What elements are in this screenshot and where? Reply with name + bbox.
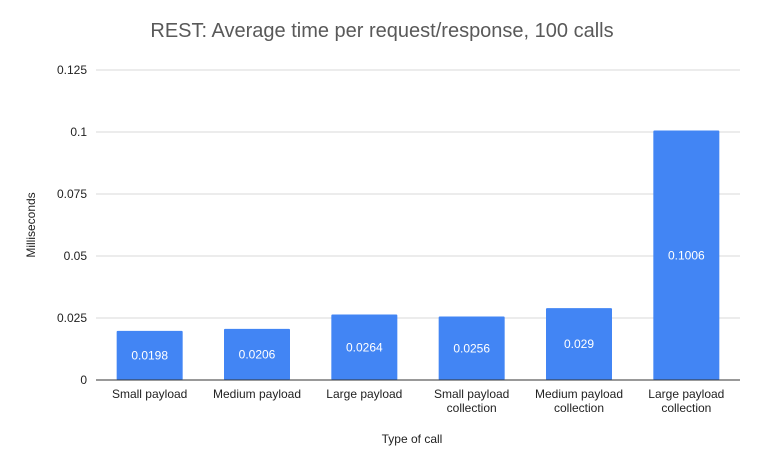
y-tick-label: 0.1 bbox=[70, 125, 87, 139]
x-tick-label: collection bbox=[447, 401, 497, 415]
bar bbox=[653, 130, 720, 380]
x-axis-category-labels: Small payload Medium payload Large payload… bbox=[112, 387, 724, 415]
data-label: 0.1006 bbox=[668, 248, 705, 262]
bar bbox=[224, 328, 290, 380]
y-tick-label: 0 bbox=[80, 373, 87, 387]
y-axis-ticks: 0 0.025 0.05 0.075 0.1 0.125 bbox=[57, 63, 87, 387]
x-tick-label: Medium payload bbox=[213, 387, 301, 401]
data-label: 0.029 bbox=[564, 337, 594, 351]
bars bbox=[116, 130, 720, 380]
gridlines bbox=[96, 69, 740, 319]
x-tick-label: Large payload bbox=[326, 387, 402, 401]
chart-title: REST: Average time per request/response,… bbox=[150, 20, 614, 42]
x-tick-label: Small payload bbox=[434, 387, 509, 401]
data-label: 0.0198 bbox=[131, 348, 168, 362]
x-tick-label: Small payload bbox=[112, 387, 187, 401]
bar bbox=[546, 308, 612, 380]
data-label: 0.0206 bbox=[239, 347, 276, 361]
y-tick-label: 0.05 bbox=[64, 249, 88, 263]
bar bbox=[331, 314, 398, 380]
x-axis-label: Type of call bbox=[382, 432, 443, 446]
bar bbox=[438, 316, 505, 380]
x-tick-label: collection bbox=[661, 401, 711, 415]
y-tick-label: 0.075 bbox=[57, 187, 87, 201]
bar bbox=[116, 330, 183, 380]
x-tick-label: Medium payload bbox=[535, 387, 623, 401]
y-tick-label: 0.125 bbox=[57, 63, 87, 77]
data-label: 0.0264 bbox=[346, 340, 383, 354]
x-tick-label: Large payload bbox=[648, 387, 724, 401]
y-axis-label: Milliseconds bbox=[24, 192, 38, 257]
x-tick-label: collection bbox=[554, 401, 604, 415]
y-tick-label: 0.025 bbox=[57, 311, 87, 325]
data-label: 0.0256 bbox=[453, 341, 490, 355]
data-labels: 0.0198 0.0206 0.0264 0.0256 0.029 0.1006 bbox=[131, 248, 705, 362]
